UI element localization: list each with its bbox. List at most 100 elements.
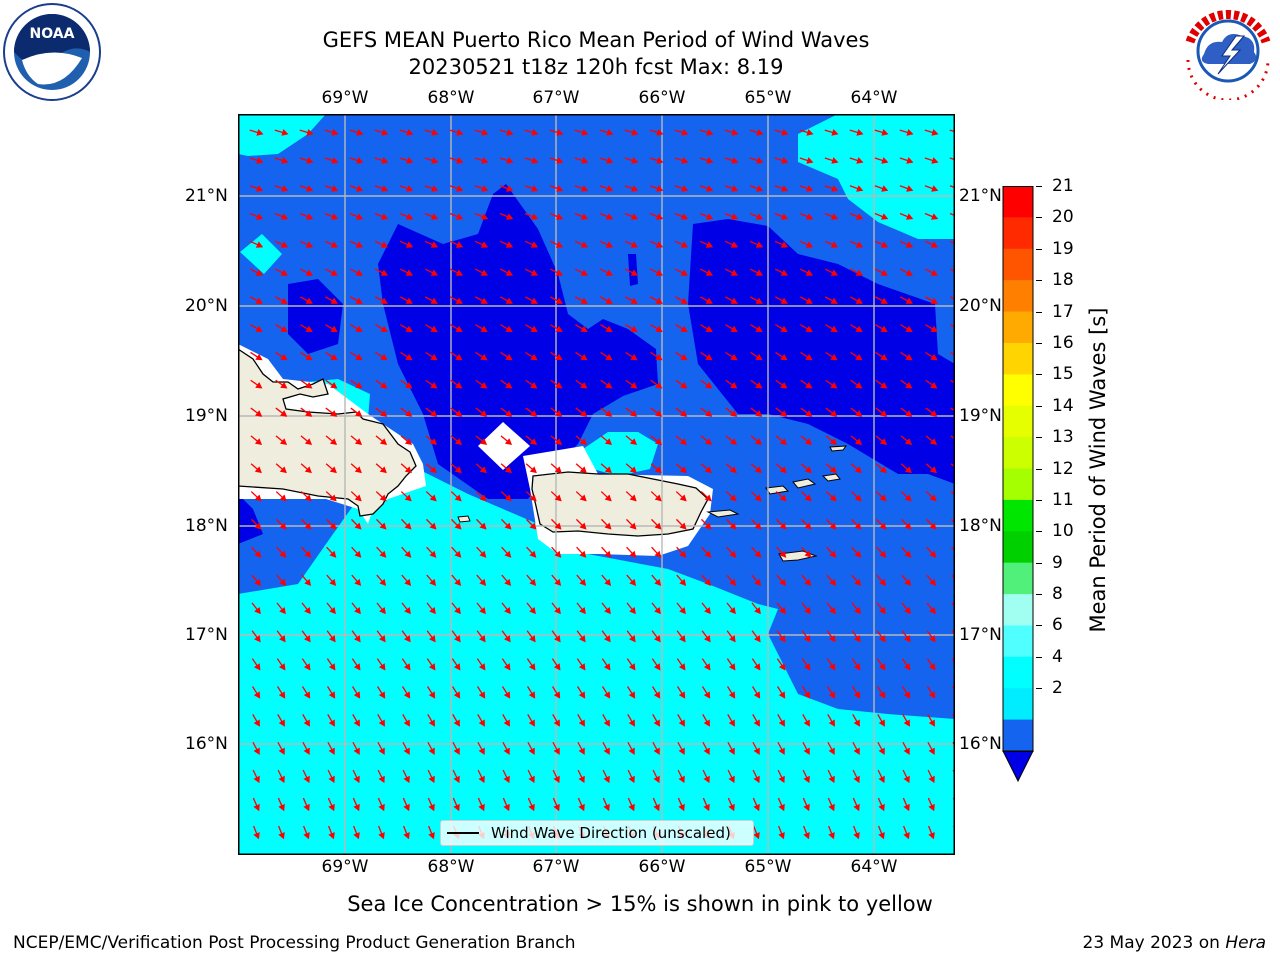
wave-direction-arrowhead — [880, 410, 888, 417]
wave-direction-arrowhead — [529, 635, 536, 643]
wave-direction-arrowhead — [855, 353, 863, 361]
wave-direction-arrowhead — [906, 157, 914, 164]
wave-direction-arrowhead — [480, 241, 489, 248]
wave-direction-arrowhead — [354, 466, 362, 474]
wave-direction-arrowhead — [805, 269, 814, 276]
wave-direction-arrowhead — [303, 747, 310, 755]
wave-direction-arrowhead — [803, 719, 810, 727]
wave-direction-arrowhead — [355, 241, 364, 248]
wave-direction-arrowhead — [428, 691, 436, 699]
wave-direction-arrowhead — [928, 719, 935, 727]
wave-direction-arrowhead — [604, 522, 612, 530]
wave-direction-arrowhead — [504, 494, 512, 502]
wave-direction-arrowhead — [705, 241, 714, 248]
wave-direction-arrowhead — [903, 663, 911, 671]
wave-direction-arrowhead — [803, 663, 811, 671]
wave-direction-arrowhead — [281, 185, 289, 192]
wave-direction-arrowhead — [555, 381, 563, 389]
wave-direction-arrowhead — [603, 663, 611, 671]
wave-direction-arrowhead — [856, 129, 864, 136]
wave-direction-arrowhead — [830, 381, 838, 389]
wave-direction-arrowhead — [780, 269, 789, 276]
wave-direction-arrowhead — [803, 691, 811, 699]
wave-direction-arrowhead — [505, 241, 514, 248]
wave-direction-arrowhead — [430, 381, 438, 389]
wave-direction-arrowhead — [580, 297, 588, 304]
wave-direction-arrowhead — [304, 578, 312, 586]
wave-direction-arrowhead — [853, 663, 861, 671]
wave-direction-arrowhead — [379, 578, 387, 586]
wave-direction-arrow — [949, 212, 955, 217]
wave-direction-arrowhead — [929, 494, 937, 502]
wave-direction-arrowhead — [353, 719, 360, 727]
wave-direction-arrowhead — [679, 438, 688, 445]
wave-direction-arrowhead — [778, 803, 785, 812]
wave-direction-arrowhead — [431, 157, 439, 164]
wave-direction-arrowhead — [354, 522, 362, 530]
wave-direction-arrowhead — [578, 803, 585, 812]
wave-direction-arrowhead — [453, 747, 460, 755]
wave-direction-arrowhead — [781, 185, 789, 192]
lon-label-top-65w: 65°W — [744, 88, 792, 108]
wave-direction-arrowhead — [329, 550, 337, 558]
wave-direction-arrowhead — [253, 803, 260, 812]
wave-direction-arrowhead — [380, 353, 388, 361]
wave-direction-arrowhead — [430, 410, 438, 417]
wave-direction-arrowhead — [253, 719, 260, 727]
colorbar-segment — [1003, 374, 1033, 407]
wave-direction-arrowhead — [806, 129, 814, 136]
wave-direction-arrowhead — [778, 719, 785, 727]
wave-direction-arrowhead — [355, 269, 364, 276]
wave-direction-arrowhead — [928, 775, 935, 784]
wave-direction-arrowhead — [653, 691, 661, 699]
wave-direction-arrowhead — [504, 635, 511, 643]
wave-direction-arrowhead — [681, 213, 689, 220]
wave-direction-arrowhead — [681, 129, 689, 136]
colorbar-tick-label: 8 — [1052, 584, 1063, 605]
wave-direction-arrowhead — [503, 803, 510, 812]
wave-direction-arrowhead — [379, 522, 387, 530]
wave-direction-arrowhead — [929, 522, 937, 530]
wave-direction-arrowhead — [754, 522, 762, 530]
wave-direction-arrowhead — [604, 635, 611, 643]
wave-direction-arrowhead — [854, 466, 862, 474]
wave-direction-arrowhead — [279, 438, 288, 445]
wave-direction-arrowhead — [580, 325, 588, 333]
wave-direction-arrowhead — [630, 325, 638, 333]
wave-direction-arrowhead — [255, 297, 263, 304]
wave-direction-arrowhead — [828, 691, 836, 699]
wave-direction-arrowhead — [878, 691, 886, 699]
wave-direction-arrowhead — [729, 550, 737, 558]
wave-direction-arrowhead — [806, 157, 814, 164]
wave-direction-arrowhead — [829, 550, 837, 558]
wave-direction-arrowhead — [579, 522, 587, 530]
lat-label-right-19n: 19°N — [959, 406, 1002, 426]
wave-direction-arrowhead — [428, 832, 435, 840]
wave-direction-arrowhead — [330, 353, 338, 361]
wave-direction-arrowhead — [430, 297, 438, 304]
wave-direction-arrowhead — [756, 185, 764, 192]
sea-ice-note-text: Sea Ice Concentration > 15% is shown in … — [347, 892, 933, 916]
wave-direction-arrowhead — [754, 606, 761, 615]
wave-direction-arrowhead — [278, 719, 285, 727]
wave-direction-arrowhead — [456, 185, 464, 192]
wave-direction-arrow — [951, 574, 955, 580]
wave-direction-arrowhead — [454, 606, 461, 615]
wave-direction-arrowhead — [731, 129, 739, 136]
wave-direction-arrowhead — [254, 550, 262, 558]
wave-direction-arrowhead — [655, 381, 663, 389]
map-panel — [238, 114, 955, 855]
lon-label-bottom-68w: 68°W — [427, 857, 475, 877]
wave-direction-arrowhead — [304, 522, 312, 530]
wave-direction-arrowhead — [628, 719, 635, 727]
wave-direction-arrowhead — [503, 775, 510, 784]
wave-direction-arrowhead — [479, 494, 487, 502]
wave-direction-arrowhead — [278, 775, 285, 784]
wave-direction-arrowhead — [730, 269, 739, 276]
wave-direction-arrowhead — [303, 832, 310, 840]
period-below-2-sw-corner — [238, 494, 263, 544]
land-mona — [457, 515, 471, 523]
wave-direction-arrowhead — [930, 297, 938, 304]
wave-direction-arrowhead — [530, 325, 538, 333]
wave-direction-arrowhead — [555, 325, 563, 333]
